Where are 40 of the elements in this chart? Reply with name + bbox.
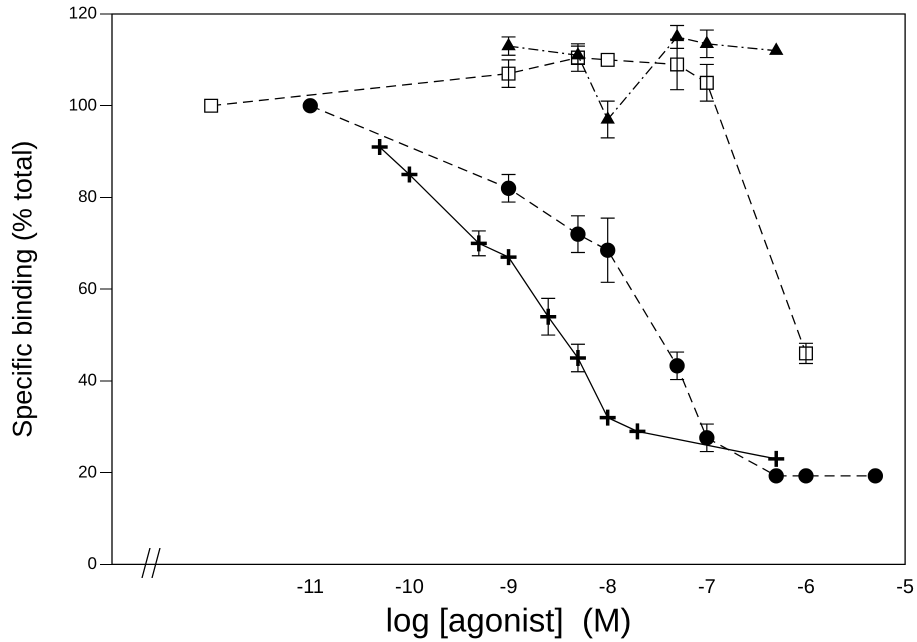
x-tick-label: -6 [797,576,815,598]
point [798,468,814,484]
y-axis-title: Specific binding (% total) [8,140,38,438]
point [766,449,786,469]
point [798,346,813,360]
point [768,468,784,484]
x-tick-label: -11 [296,576,324,598]
point [570,226,586,242]
point [670,57,684,72]
point [370,137,390,157]
point [628,422,648,442]
y-tick-label: 0 [88,554,97,574]
y-tick-label: 120 [68,4,97,23]
point [600,52,615,67]
point [770,43,783,55]
y-tick-label: 60 [78,278,97,298]
point [571,48,585,60]
point [500,180,516,196]
x-tick-label: -5 [896,576,914,598]
point [498,247,518,267]
x-axis-title: log [agonist] (M) [386,601,632,638]
point [538,306,558,326]
point [469,234,489,254]
point [502,38,516,50]
x-tick-label: -8 [598,576,617,598]
y-tick-label: 20 [78,462,97,482]
x-tick-label: -9 [500,576,518,598]
y-tick-label: 100 [68,95,97,114]
point [400,164,420,184]
point [302,98,318,114]
x-tick-label: -10 [394,576,424,598]
point [669,358,685,374]
point [868,468,884,484]
y-tick-label: 40 [78,370,97,390]
y-tick-label: 80 [78,187,97,206]
x-tick-label: -7 [698,576,716,598]
point [598,408,618,428]
point [204,98,218,113]
point [502,66,516,81]
point [568,348,588,368]
